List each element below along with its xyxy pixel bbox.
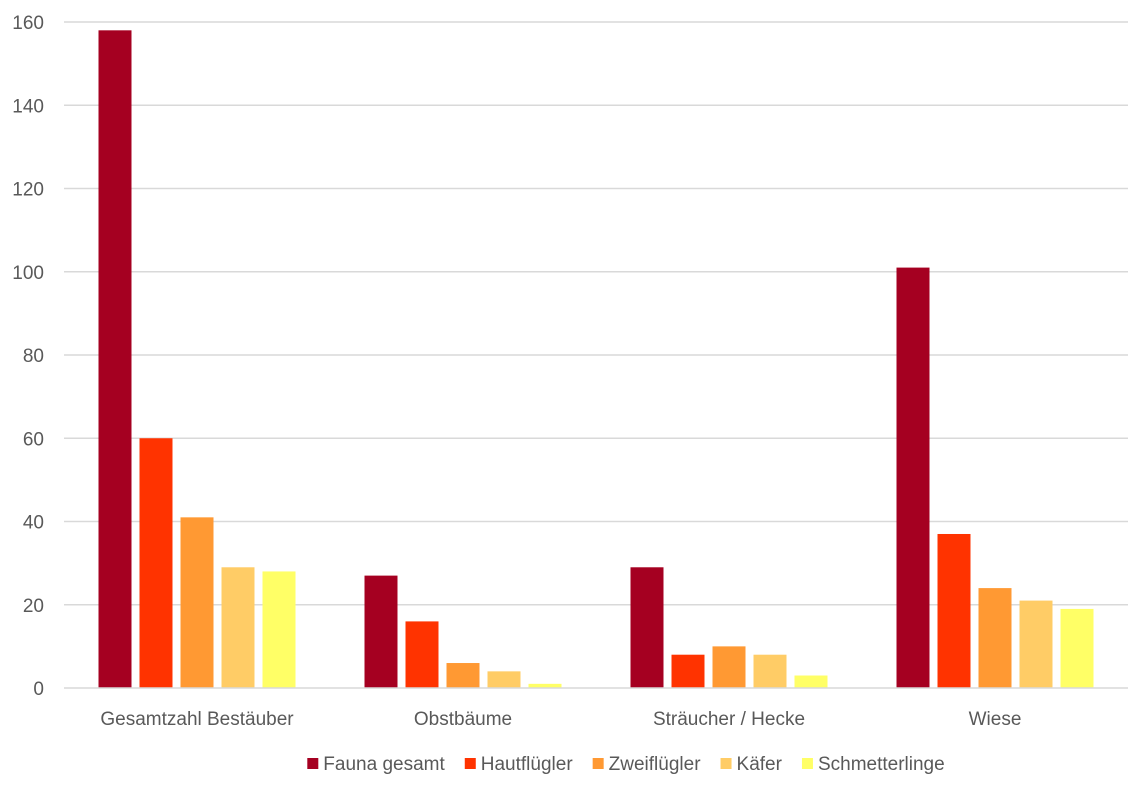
bar (896, 267, 930, 688)
x-axis-category-labels: Gesamtzahl Bestäuber Obstbäume Sträucher /… (100, 709, 1021, 730)
bar (98, 30, 132, 688)
x-tick-label: Gesamtzahl Bestäuber (100, 709, 294, 730)
bar (364, 575, 398, 688)
legend-swatch (592, 758, 604, 769)
legend-label: Schmetterlinge (818, 754, 945, 775)
legend-item: Käfer (720, 754, 783, 775)
bar (139, 438, 173, 688)
y-tick-label: 60 (23, 429, 44, 450)
bar (630, 567, 664, 688)
y-tick-label: 20 (23, 596, 44, 617)
legend-item: Hautflügler (464, 754, 574, 775)
bar (937, 533, 971, 688)
y-tick-label: 0 (33, 679, 44, 700)
x-tick-label: Wiese (969, 709, 1022, 730)
y-tick-label: 80 (23, 346, 44, 367)
legend-label: Käfer (737, 754, 783, 775)
bar (405, 621, 439, 688)
bar (671, 654, 705, 688)
bars (98, 30, 1094, 688)
y-tick-label: 120 (12, 180, 44, 201)
legend: Fauna gesamt Hautflügler Zweiflügler Käfer S… (307, 754, 945, 775)
bar (221, 567, 255, 688)
legend-item: Zweiflügler (592, 754, 702, 775)
x-tick-label: Obstbäume (414, 709, 512, 730)
y-tick-label: 160 (12, 13, 44, 34)
bar (753, 654, 787, 688)
y-tick-label: 100 (12, 263, 44, 284)
bar (1060, 608, 1094, 688)
legend-label: Hautflügler (481, 754, 574, 775)
bar (487, 671, 521, 688)
legend-swatch (801, 758, 813, 769)
legend-swatch (464, 758, 476, 769)
bar (528, 683, 562, 688)
bar (1019, 600, 1053, 688)
bar (978, 588, 1012, 688)
y-axis-tick-labels: 0 20 40 60 80 100 120 140 160 (12, 13, 44, 700)
legend-label: Zweiflügler (609, 754, 702, 775)
legend-item: Fauna gesamt (307, 754, 445, 775)
legend-swatch (720, 758, 732, 769)
bar (712, 646, 746, 688)
legend-label: Fauna gesamt (323, 754, 445, 775)
bar (794, 675, 828, 688)
y-tick-label: 40 (23, 513, 44, 534)
bar (180, 517, 214, 688)
legend-swatch (307, 758, 319, 769)
gridlines (64, 21, 1128, 606)
bar (446, 663, 480, 688)
x-tick-label: Sträucher / Hecke (653, 709, 805, 730)
legend-item: Schmetterlinge (801, 754, 945, 775)
bar (262, 571, 296, 688)
y-tick-label: 140 (12, 96, 44, 117)
